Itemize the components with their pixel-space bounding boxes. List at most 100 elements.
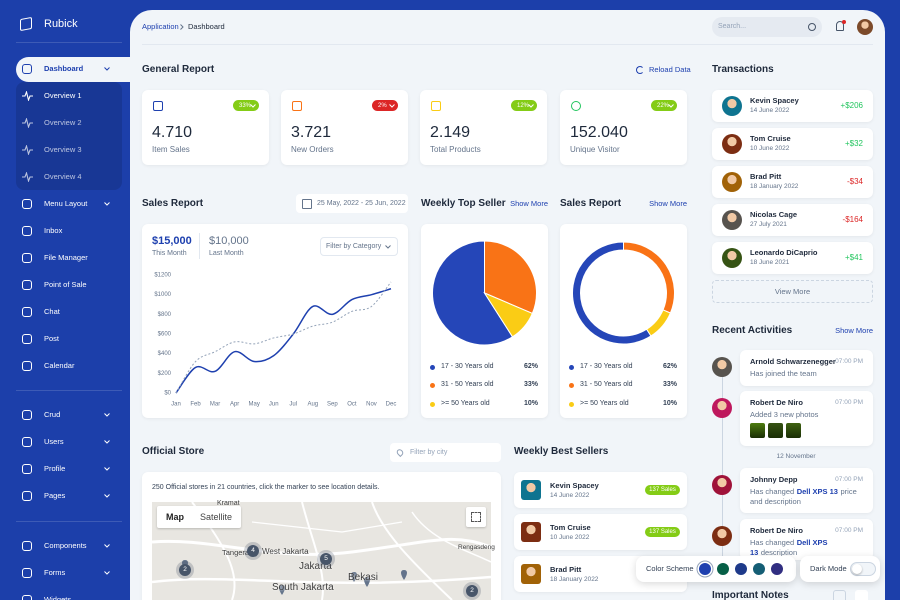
menu-icon xyxy=(22,595,32,600)
menu-item[interactable]: Overview 2 xyxy=(44,118,82,127)
menu-item[interactable]: Overview 4 xyxy=(44,172,82,181)
activity-photo[interactable] xyxy=(786,423,801,438)
chevron-icon xyxy=(104,467,110,471)
activity-time: 07:00 PM xyxy=(835,399,863,406)
submenu-bg xyxy=(16,82,122,190)
chevron-icon xyxy=(180,24,184,30)
menu-item[interactable]: Pages xyxy=(44,491,66,500)
legend-dot xyxy=(430,382,435,388)
color-swatch[interactable] xyxy=(771,563,783,575)
menu-icon xyxy=(22,541,32,551)
menu-item[interactable]: Calendar xyxy=(44,361,75,370)
activity-icon xyxy=(22,145,33,155)
pie-slice xyxy=(484,240,537,315)
report-value: 152.040 xyxy=(570,124,628,141)
last-month-value: $10,000 xyxy=(209,235,249,247)
city-filter[interactable] xyxy=(390,443,501,462)
transaction-date: 14 June 2022 xyxy=(750,107,790,114)
activity-text-part: Has changed xyxy=(750,538,795,547)
reload-link[interactable]: Reload Data xyxy=(649,65,691,74)
chevron xyxy=(104,413,110,417)
chevron xyxy=(385,244,391,249)
menu-item[interactable]: Overview 3 xyxy=(44,145,82,154)
color-swatch[interactable] xyxy=(735,563,747,575)
section-title: Sales Report xyxy=(142,198,204,209)
menu-item[interactable]: Overview 1 xyxy=(44,91,82,100)
map-label: South Jakarta xyxy=(272,582,334,593)
activity-photo[interactable] xyxy=(750,423,765,438)
breadcrumb-link[interactable]: Application xyxy=(142,22,179,31)
map-cluster-count: 2 xyxy=(470,587,474,594)
logo-icon xyxy=(20,16,32,32)
seller-name: Brad Pitt xyxy=(550,565,582,574)
map-cluster-count: 5 xyxy=(324,555,328,562)
menu-item[interactable]: Post xyxy=(44,334,60,343)
menu-icon xyxy=(22,64,32,74)
map-label: Bekasi xyxy=(348,572,379,583)
legend-value: 10% xyxy=(523,400,538,407)
transaction-name: Brad Pitt xyxy=(750,172,782,181)
activity-highlight[interactable]: Dell XPS 13 xyxy=(750,538,828,557)
view-more-button[interactable] xyxy=(712,280,873,303)
map-cluster-core xyxy=(247,545,259,557)
report-label: Item Sales xyxy=(152,145,190,154)
legend-label: >= 50 Years old xyxy=(441,400,490,407)
date-range-input[interactable] xyxy=(296,194,408,213)
transaction-amount: -$164 xyxy=(842,215,863,224)
avatar xyxy=(722,134,742,154)
pie-chart xyxy=(432,240,537,346)
activity-photo[interactable] xyxy=(768,423,783,438)
seller-name: Tom Cruise xyxy=(550,523,591,532)
search-box[interactable] xyxy=(712,17,822,37)
map-tab[interactable]: Map xyxy=(166,512,184,522)
color-swatch[interactable] xyxy=(717,563,729,575)
x-tick-label: Dec xyxy=(386,402,397,408)
avatar xyxy=(722,96,742,116)
menu-item[interactable]: Dashboard xyxy=(44,64,84,73)
section-title: Important Notes xyxy=(712,590,789,600)
transaction-amount: -$34 xyxy=(846,177,863,186)
chevron xyxy=(250,103,256,108)
color-swatch[interactable] xyxy=(699,563,711,575)
transaction-date: 10 June 2022 xyxy=(750,145,790,152)
map-tab[interactable]: Satellite xyxy=(200,512,233,522)
menu-item[interactable]: Widgets xyxy=(44,595,72,600)
y-tick-label: $1200 xyxy=(154,273,171,279)
show-more-link[interactable]: Show More xyxy=(649,199,687,208)
show-more-link[interactable]: Show More xyxy=(510,199,548,208)
report-value: 2.149 xyxy=(430,124,471,141)
fullscreen-icon xyxy=(471,512,481,522)
legend-dot xyxy=(569,364,574,370)
view-more-text[interactable]: View More xyxy=(774,286,811,296)
menu-item[interactable]: File Manager xyxy=(44,253,88,262)
donut-slice xyxy=(645,309,672,337)
activity-icon xyxy=(22,172,33,182)
this-month-label: This Month xyxy=(152,250,187,257)
section-title: Weekly Best Sellers xyxy=(514,446,609,457)
activity-highlight[interactable]: Dell XPS 13 xyxy=(796,487,838,496)
color-swatch[interactable] xyxy=(753,563,765,575)
menu-item[interactable]: Users xyxy=(44,437,64,446)
search-icon xyxy=(808,23,816,31)
menu-item[interactable]: Forms xyxy=(44,568,66,577)
prev-button[interactable] xyxy=(833,590,846,600)
legend-label: 31 - 50 Years old xyxy=(441,381,494,388)
transaction-name: Nicolas Cage xyxy=(750,210,798,219)
show-more-link[interactable]: Show More xyxy=(835,326,873,335)
map-label: Rengasdeng xyxy=(458,544,495,551)
next-button[interactable] xyxy=(855,590,868,600)
chevron-icon xyxy=(250,103,256,108)
menu-item[interactable]: Chat xyxy=(44,307,60,316)
menu-item[interactable]: Components xyxy=(44,541,87,550)
legend-value: 62% xyxy=(523,363,538,370)
legend-dot xyxy=(569,382,574,388)
menu-item[interactable]: Point of Sale xyxy=(44,280,87,289)
menu-item[interactable]: Profile xyxy=(44,464,66,473)
menu-item[interactable]: Crud xyxy=(44,410,61,419)
avatar xyxy=(521,522,541,542)
bell-icon[interactable] xyxy=(836,21,844,31)
category-filter[interactable] xyxy=(320,237,398,256)
menu-item[interactable]: Menu Layout xyxy=(44,199,88,208)
legend-label: 17 - 30 Years old xyxy=(441,363,494,370)
menu-item[interactable]: Inbox xyxy=(44,226,63,235)
